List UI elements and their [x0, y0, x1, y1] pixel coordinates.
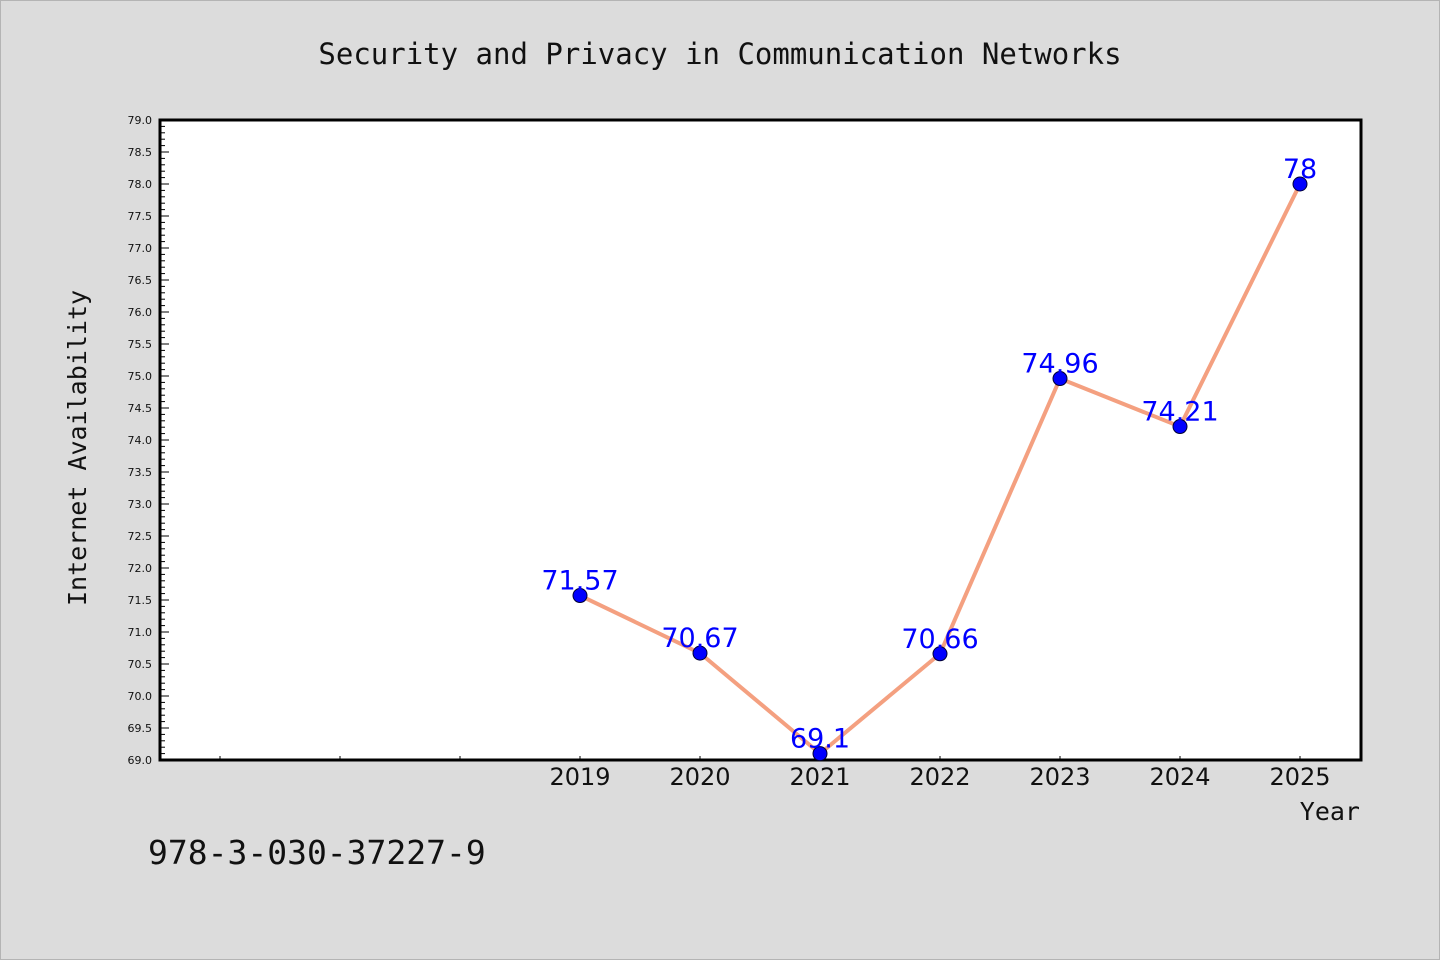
x-tick-label: 2025 — [1269, 763, 1330, 791]
y-tick-label: 71.5 — [128, 594, 153, 607]
chart-title: Security and Privacy in Communication Ne… — [318, 37, 1121, 71]
y-axis: 69.0 69.5 70.0 70.5 71.0 71.5 72.0 72.5 73.0 73.5… — [128, 114, 169, 767]
y-tick-label: 74.5 — [128, 402, 153, 415]
y-tick-label: 72.5 — [128, 530, 153, 543]
data-labels: 71.57 70.67 69.1 70.66 74.96 74.21 78 — [541, 154, 1317, 755]
data-point — [572, 588, 588, 604]
y-tick-label: 70.0 — [128, 690, 153, 703]
x-tick-label: 2023 — [1029, 763, 1090, 791]
y-tick-label: 79.0 — [128, 114, 153, 127]
y-tick-label: 73.5 — [128, 466, 153, 479]
x-tick-label: 2020 — [669, 763, 730, 791]
y-tick-label: 75.0 — [128, 370, 153, 383]
data-label: 74.21 — [1141, 397, 1218, 428]
y-tick-label: 73.0 — [128, 498, 153, 511]
data-point — [1052, 371, 1068, 387]
x-tick-label: 2019 — [549, 763, 610, 791]
y-tick-label: 77.0 — [128, 242, 153, 255]
data-label: 78 — [1283, 154, 1317, 185]
y-tick-label: 70.5 — [128, 658, 153, 671]
x-tick-label: 2022 — [909, 763, 970, 791]
y-tick-label: 72.0 — [128, 562, 153, 575]
series-layer — [572, 176, 1308, 762]
data-label: 69.1 — [790, 724, 850, 755]
data-point — [1292, 176, 1308, 192]
y-tick-label: 76.0 — [128, 306, 153, 319]
data-point — [1172, 419, 1188, 435]
y-tick-label: 74.0 — [128, 434, 153, 447]
y-axis-title: Internet Availability — [63, 290, 92, 606]
y-tick-label: 78.5 — [128, 146, 153, 159]
y-tick-label: 75.5 — [128, 338, 153, 351]
data-point — [932, 646, 948, 662]
x-tick-label: 2021 — [789, 763, 850, 791]
data-label: 74.96 — [1021, 349, 1098, 380]
x-tick-label: 2024 — [1149, 763, 1210, 791]
plot-area — [158, 118, 1363, 762]
y-tick-label: 76.5 — [128, 274, 153, 287]
y-tick-label: 77.5 — [128, 210, 153, 223]
data-label: 71.57 — [541, 566, 618, 597]
x-axis: 2019 2020 2021 2022 2023 2024 2025 — [219, 756, 1331, 791]
footer-code: 978-3-030-37227-9 — [148, 833, 486, 872]
data-point — [692, 645, 708, 661]
data-point — [812, 746, 828, 762]
y-tick-label: 69.5 — [128, 722, 153, 735]
y-tick-label: 71.0 — [128, 626, 153, 639]
x-axis-title: Year — [1300, 797, 1360, 826]
data-label: 70.67 — [661, 623, 738, 654]
y-tick-label: 78.0 — [128, 178, 153, 191]
y-tick-label: 69.0 — [128, 754, 153, 767]
data-label: 70.66 — [901, 624, 978, 655]
